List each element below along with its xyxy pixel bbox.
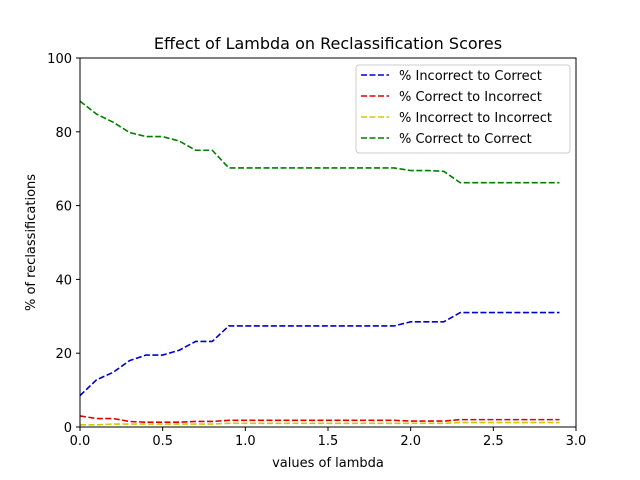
x-tick-label: 1.0 <box>235 434 256 449</box>
series-line-2 <box>79 415 560 424</box>
x-tick-label: 3.0 <box>566 434 587 449</box>
y-tick-label: 100 <box>47 52 72 67</box>
series-layer <box>79 100 560 426</box>
x-tick-label: 2.0 <box>400 434 421 449</box>
x-axis: 0.0 0.5 1.0 1.5 2.0 2.5 3.0 <box>70 427 587 449</box>
legend-box <box>355 64 571 154</box>
y-axis: 0 20 40 60 80 100 <box>47 52 80 436</box>
y-tick-label: 0 <box>64 421 72 436</box>
x-tick-label: 1.5 <box>318 434 339 449</box>
chart-title: Effect of Lambda on Reclassification Sco… <box>154 34 502 53</box>
x-tick-label: 2.5 <box>483 434 504 449</box>
y-tick-label: 60 <box>55 200 72 215</box>
series-line-4 <box>79 100 560 184</box>
y-tick-label: 80 <box>55 126 72 141</box>
y-tick-label: 20 <box>55 347 72 362</box>
y-axis-title: % of reclassifications <box>24 174 39 311</box>
x-tick-label: 0.0 <box>70 434 91 449</box>
legend: % Incorrect to Correct % Correct to Incor… <box>355 64 571 154</box>
y-tick-label: 40 <box>55 273 72 288</box>
legend-label: % Incorrect to Incorrect <box>399 111 552 126</box>
legend-label: % Correct to Incorrect <box>399 90 542 105</box>
legend-label: % Incorrect to Correct <box>399 69 542 84</box>
x-tick-label: 0.5 <box>152 434 173 449</box>
x-axis-title: values of lambda <box>272 456 384 471</box>
series-line-3 <box>80 421 560 426</box>
legend-label: % Correct to Correct <box>399 132 532 147</box>
